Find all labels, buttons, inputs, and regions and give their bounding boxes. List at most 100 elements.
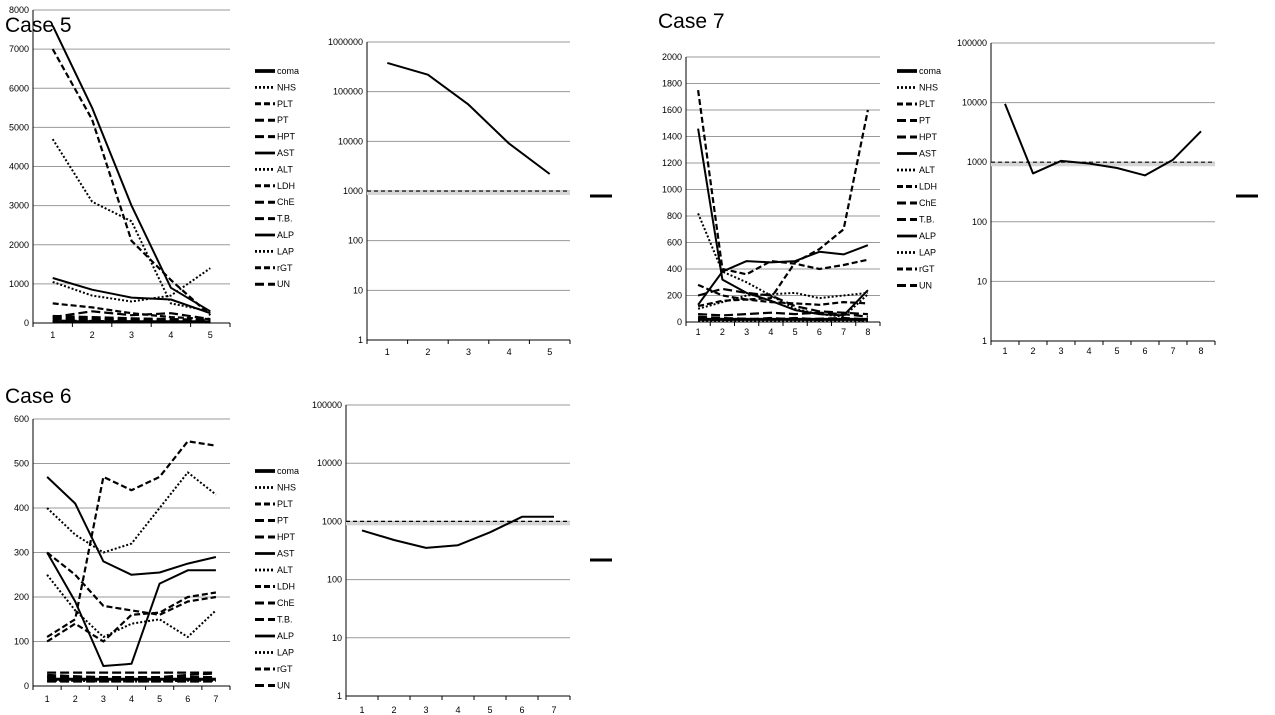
legend-label: ChE — [277, 598, 295, 608]
case6-lab-title: Case 6 — [5, 385, 72, 408]
case7-lab-series-rgt — [697, 298, 868, 308]
case6-log-y-tick-label: 10 — [332, 633, 342, 643]
case5-lab-y-tick-label: 1000 — [9, 279, 29, 289]
legend-label: T.B. — [919, 215, 935, 225]
case5-log-y-tick-label: 1000 — [343, 186, 363, 196]
legend-label: HPT — [919, 132, 938, 142]
case6-lab-y-tick-label: 600 — [14, 414, 29, 424]
legend-label: T.B. — [277, 214, 293, 224]
case7-log-y-tick-label: 10000 — [962, 98, 987, 108]
case7-lab-x-tick-label: 6 — [817, 327, 822, 337]
case6-lab-x-tick-label: 4 — [129, 694, 134, 704]
case7-lab-chart: Case 7 0 200 400 600 800 1000 1200 1400 1600 1800 2… — [658, 10, 941, 337]
case7-log-series-line — [1004, 103, 1202, 177]
legend-label: rGT — [277, 664, 293, 674]
case7-lab-series-plt — [697, 109, 869, 301]
case5-log-y-tick-label: 10000 — [338, 136, 363, 146]
case7-lab-series-alt — [697, 213, 869, 318]
case6-log-x-tick-label: 7 — [551, 705, 556, 715]
case7-log-chart: 1 10 100 1000 10000 100000 1 2 3 4 5 6 7 8 — [957, 38, 1258, 356]
legend-label: UN — [277, 279, 290, 289]
legend-label: PLT — [919, 99, 935, 109]
case6-lab-x-tick-label: 2 — [73, 694, 78, 704]
case5-log-chart: 1 10 100 1000 10000 100000 1000000 1 2 3 4 5 — [328, 37, 612, 357]
legend-label: PT — [277, 516, 289, 526]
case6-lab-series-ldh — [46, 551, 217, 616]
case7-lab-y-tick-label: 0 — [677, 317, 682, 327]
case5-log-y-tick-label: 100000 — [333, 87, 363, 97]
case5-log-y-tick-label: 10 — [353, 285, 363, 295]
case5-lab-x-tick-label: 4 — [168, 330, 173, 340]
case5-lab-y-tick-label: 4000 — [9, 162, 29, 172]
case7-lab-series-un — [698, 317, 868, 322]
case7-lab-y-tick-label: 1600 — [662, 105, 682, 115]
case7-lab-title: Case 7 — [658, 10, 725, 33]
legend-label: ChE — [277, 197, 295, 207]
case6-lab-y-tick-label: 100 — [14, 637, 29, 647]
case6-lab-series-rgt — [46, 591, 217, 643]
case6-lab-x-tick-label: 7 — [213, 694, 218, 704]
case5-lab-series-alt — [51, 138, 211, 313]
case5-lab-y-tick-label: 7000 — [9, 44, 29, 54]
case5-lab-series-ast — [51, 25, 211, 313]
case7-log-x-tick-label: 1 — [1002, 346, 1007, 356]
legend-label: PT — [277, 115, 289, 125]
case7-lab-y-tick-label: 400 — [667, 264, 682, 274]
case5-log-series-line — [387, 61, 551, 175]
case5-log-y-tick-label: 1 — [358, 335, 363, 345]
case5-lab-series-tb — [52, 310, 211, 321]
case5-log-x-tick-label: 1 — [385, 347, 390, 357]
case6-lab-chart: Case 6 0 100 200 300 400 500 600 1 2 3 4 5 6 7 coma NHS P… — [5, 385, 299, 704]
case5-lab-y-tick-label: 0 — [24, 318, 29, 328]
case6-log-y-tick-label: 1000 — [322, 516, 342, 526]
case5-lab-x-tick-label: 2 — [90, 330, 95, 340]
case7-log-x-tick-label: 8 — [1198, 346, 1203, 356]
legend-label: LAP — [277, 648, 294, 658]
legend-label: AST — [277, 549, 295, 559]
case5-lab-y-tick-label: 2000 — [9, 240, 29, 250]
case7-lab-y-tick-label: 800 — [667, 211, 682, 221]
case5-lab-y-tick-label: 5000 — [9, 122, 29, 132]
legend-label: UN — [919, 281, 932, 291]
case7-lab-y-tick-label: 1800 — [662, 79, 682, 89]
case7-lab-x-tick-label: 4 — [768, 327, 773, 337]
case7-log-x-tick-label: 6 — [1142, 346, 1147, 356]
legend-label: T.B. — [277, 615, 293, 625]
case7-log-y-tick-label: 1000 — [967, 157, 987, 167]
case5-lab-chart: Case 5 0 1000 2000 3000 4000 5000 6000 7000 8000 1… — [5, 5, 299, 340]
legend-label: AST — [919, 149, 937, 159]
case7-log-y-tick-label: 100000 — [957, 38, 987, 48]
case7-lab-x-tick-label: 2 — [720, 327, 725, 337]
case7-lab-series-alp — [697, 244, 869, 306]
case7-lab-y-tick-label: 200 — [667, 291, 682, 301]
legend-label: PT — [919, 116, 931, 126]
case5-log-y-tick-label: 1000000 — [328, 37, 363, 47]
case6-lab-series-un — [47, 675, 216, 680]
case7-log-y-tick-label: 10 — [977, 276, 987, 286]
legend-label: LDH — [277, 582, 295, 592]
case5-lab-series-lap — [52, 267, 211, 303]
case7-log-x-tick-label: 5 — [1114, 346, 1119, 356]
legend-label: UN — [277, 681, 290, 691]
case6-log-x-tick-label: 6 — [519, 705, 524, 715]
case5-lab-series-ldh — [51, 48, 212, 317]
legend-label: coma — [277, 66, 299, 76]
case6-lab-y-tick-label: 0 — [24, 681, 29, 691]
case5-log-x-tick-label: 5 — [547, 347, 552, 357]
case6-lab-series-alp — [46, 552, 216, 667]
case5-lab-series-alp — [52, 277, 211, 315]
case6-lab-x-tick-label: 5 — [157, 694, 162, 704]
case6-lab-x-tick-label: 6 — [185, 694, 190, 704]
case5-lab-series-che — [52, 314, 211, 321]
case7-lab-series-tb — [697, 287, 868, 316]
case6-log-y-tick-label: 10000 — [317, 458, 342, 468]
legend-label: NHS — [277, 483, 296, 493]
legend-label: coma — [277, 466, 299, 476]
legend-label: ALT — [919, 165, 935, 175]
case5-lab-y-tick-label: 8000 — [9, 5, 29, 15]
case7-log-x-tick-label: 3 — [1058, 346, 1063, 356]
case6-lab-series-lap — [46, 574, 217, 638]
case6-log-x-tick-label: 1 — [359, 705, 364, 715]
case7-lab-series-ldh — [697, 89, 869, 276]
